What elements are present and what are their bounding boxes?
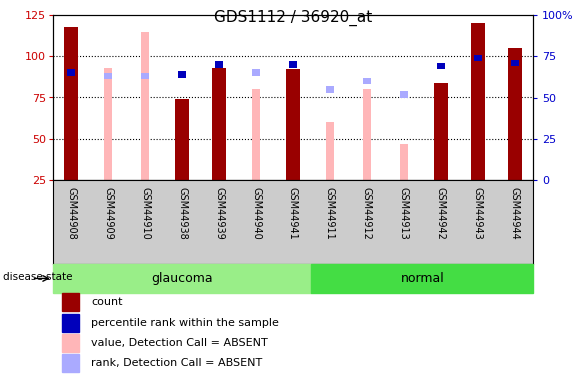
Bar [363,78,371,84]
Text: GDS1112 / 36920_at: GDS1112 / 36920_at [214,9,372,26]
Bar [286,69,300,180]
Text: GSM44944: GSM44944 [510,187,520,240]
Bar [175,99,189,180]
Text: rank, Detection Call = ABSENT: rank, Detection Call = ABSENT [91,358,263,368]
Bar [326,122,334,180]
Bar [312,264,533,292]
Bar [326,86,334,93]
Bar [64,27,79,180]
Bar [400,144,408,180]
Text: glaucoma: glaucoma [151,272,213,285]
Text: GSM44910: GSM44910 [140,187,150,240]
Text: GSM44942: GSM44942 [436,187,446,240]
Bar [400,91,408,98]
Bar [471,23,485,180]
Bar [507,48,522,180]
Bar [434,82,448,180]
Text: normal: normal [400,272,444,285]
Bar [141,32,149,180]
Bar [62,314,79,332]
Text: GSM44938: GSM44938 [177,187,187,240]
Text: GSM44909: GSM44909 [103,187,113,240]
Bar [178,71,186,78]
Bar [104,68,113,180]
Bar [62,292,79,310]
Text: GSM44943: GSM44943 [473,187,483,240]
Text: GSM44911: GSM44911 [325,187,335,240]
Text: GSM44912: GSM44912 [362,187,372,240]
Bar [289,61,297,68]
Bar [62,354,79,372]
Bar [104,73,113,80]
Bar [511,60,519,66]
Bar [141,73,149,80]
Bar [252,69,260,76]
Text: GSM44941: GSM44941 [288,187,298,240]
Bar [212,68,226,180]
Bar [473,55,482,61]
Text: GSM44908: GSM44908 [66,187,76,240]
Bar [62,334,79,352]
Bar [67,69,75,76]
Text: value, Detection Call = ABSENT: value, Detection Call = ABSENT [91,338,268,348]
Text: count: count [91,297,122,307]
Bar [252,89,260,180]
Text: percentile rank within the sample: percentile rank within the sample [91,318,279,328]
Text: GSM44940: GSM44940 [251,187,261,240]
Bar [437,63,445,69]
Text: GSM44913: GSM44913 [399,187,409,240]
Bar [363,89,371,180]
Bar [215,61,223,68]
Text: disease state: disease state [3,272,73,282]
Bar [53,264,312,292]
Text: GSM44939: GSM44939 [214,187,224,240]
